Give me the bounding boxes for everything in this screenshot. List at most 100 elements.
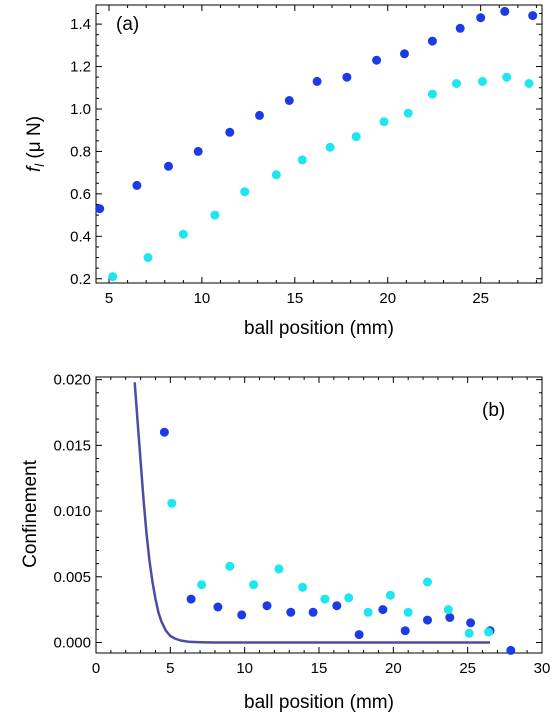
data-point-series-2 xyxy=(210,210,220,220)
data-point-series-1 xyxy=(476,13,486,23)
y-tick-label: 1.0 xyxy=(70,101,91,118)
x-tick-label: 20 xyxy=(379,290,396,307)
x-tick-label: 25 xyxy=(472,290,489,307)
data-point-series-2 xyxy=(484,627,493,637)
data-point-series-1 xyxy=(528,11,538,21)
data-point-series-1 xyxy=(213,602,223,612)
x-tick-label: 20 xyxy=(385,660,402,677)
data-point-series-2 xyxy=(351,132,361,142)
data-point-series-1 xyxy=(132,180,142,190)
data-point-series-1 xyxy=(193,146,203,156)
data-point-series-2 xyxy=(225,561,235,571)
tick-labels-b: 0 5 10 15 20 25 30 0.000 0.005 0.010 0.015 0.020 xyxy=(53,372,550,677)
data-point-series-2 xyxy=(178,229,188,239)
y-tick-label: 0.4 xyxy=(70,228,91,245)
points-a xyxy=(95,6,538,282)
data-point-series-1 xyxy=(262,601,272,611)
data-point-series-1 xyxy=(237,610,247,620)
data-point-series-1 xyxy=(423,615,432,625)
data-point-series-1 xyxy=(284,96,294,105)
data-point-series-2 xyxy=(524,79,534,88)
data-point-series-1 xyxy=(445,613,455,622)
y-tick-label: 0.8 xyxy=(70,143,91,160)
y-tick-label: 0.005 xyxy=(53,569,91,586)
y-axis-label-a-unit: (μ N) xyxy=(24,116,45,164)
data-point-series-2 xyxy=(298,582,308,592)
data-point-series-2 xyxy=(143,253,153,262)
data-point-series-1 xyxy=(400,49,409,59)
data-point-series-2 xyxy=(240,187,250,197)
data-point-series-2 xyxy=(385,590,395,600)
panel-a: 5 10 15 20 25 0.2 0.4 0.6 0.8 1.0 1.2 1.4 (a) ball … xyxy=(24,4,543,339)
x-tick-label: 25 xyxy=(459,660,476,677)
data-point-series-2 xyxy=(478,76,487,86)
x-tick-label: 15 xyxy=(286,290,303,307)
y-tick-label: 0.020 xyxy=(53,372,91,389)
data-point-series-1 xyxy=(312,76,322,86)
x-axis-label-a: ball position (mm) xyxy=(244,318,394,339)
data-point-series-1 xyxy=(225,127,235,137)
data-point-series-2 xyxy=(325,142,335,152)
data-point-series-2 xyxy=(443,605,453,615)
fit-curve-b xyxy=(133,382,490,644)
data-point-series-2 xyxy=(249,580,259,590)
data-point-series-1 xyxy=(506,645,516,655)
data-point-series-2 xyxy=(403,607,413,617)
y-tick-label: 1.2 xyxy=(70,59,91,76)
data-point-series-2 xyxy=(320,594,330,604)
panel-label-a: (a) xyxy=(116,14,139,35)
data-point-series-1 xyxy=(95,204,105,214)
data-point-series-2 xyxy=(379,117,389,127)
data-point-series-2 xyxy=(427,89,437,99)
data-point-series-1 xyxy=(354,630,364,640)
y-tick-label: 0.2 xyxy=(70,271,91,288)
data-point-series-1 xyxy=(372,55,382,65)
x-tick-label: 30 xyxy=(534,660,551,677)
data-point-series-1 xyxy=(186,594,196,604)
y-axis-label-a-sub: l xyxy=(32,163,47,167)
y-tick-label: 0.6 xyxy=(70,186,91,203)
x-axis-label-b: ball position (mm) xyxy=(244,692,394,713)
data-point-series-2 xyxy=(502,72,512,82)
data-point-series-1 xyxy=(378,605,388,615)
points-b xyxy=(159,427,516,655)
data-point-series-2 xyxy=(464,628,474,638)
panel-b: 0 5 10 15 20 25 30 0.000 0.005 0.010 0.015 0.020 (b… xyxy=(20,372,550,713)
y-tick-label: 0.000 xyxy=(53,634,91,651)
data-point-series-2 xyxy=(167,498,177,508)
data-point-series-2 xyxy=(423,577,432,587)
data-point-series-1 xyxy=(255,110,264,120)
y-axis-label-a-main: f xyxy=(24,165,45,172)
y-tick-label: 0.010 xyxy=(53,503,91,520)
data-point-series-2 xyxy=(363,607,373,617)
data-point-series-2 xyxy=(274,564,284,574)
x-tick-label: 5 xyxy=(105,290,113,307)
ticks-b xyxy=(95,377,543,653)
data-point-series-1 xyxy=(308,607,318,617)
x-tick-label: 5 xyxy=(166,660,174,677)
data-point-series-2 xyxy=(108,272,118,282)
data-point-series-2 xyxy=(403,108,413,118)
data-point-series-1 xyxy=(455,23,465,33)
data-point-series-1 xyxy=(466,618,476,628)
x-tick-label: 10 xyxy=(236,660,253,677)
data-point-series-1 xyxy=(427,36,437,46)
y-axis-label-a: fl (μ N) xyxy=(24,116,47,172)
plot-frame-a xyxy=(95,4,543,284)
ticks-a xyxy=(96,5,542,283)
data-point-series-1 xyxy=(342,72,352,82)
x-tick-label: 0 xyxy=(92,660,100,677)
tick-labels-a: 5 10 15 20 25 0.2 0.4 0.6 0.8 1.0 1.2 1.4 xyxy=(70,16,489,307)
panel-label-b: (b) xyxy=(482,400,505,421)
data-point-series-1 xyxy=(500,6,510,16)
data-point-series-2 xyxy=(297,155,307,165)
data-point-series-1 xyxy=(332,601,342,611)
data-point-series-2 xyxy=(452,79,461,88)
data-point-series-1 xyxy=(164,161,173,171)
data-point-series-2 xyxy=(271,170,281,180)
data-point-series-1 xyxy=(286,607,296,617)
data-point-series-1 xyxy=(159,427,169,437)
data-point-series-2 xyxy=(197,580,207,590)
y-tick-label: 0.015 xyxy=(53,437,91,454)
